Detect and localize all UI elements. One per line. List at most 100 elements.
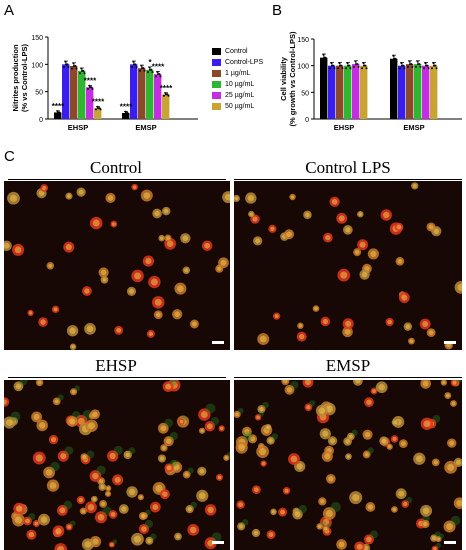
y-axis-label: (% vs Control-LPS) xyxy=(20,44,29,112)
data-point xyxy=(394,57,397,60)
cell-nucleus xyxy=(86,325,94,333)
cell-nucleus xyxy=(154,298,162,306)
cell-nucleus xyxy=(159,456,165,461)
cell-green xyxy=(128,447,136,455)
data-point xyxy=(432,62,435,65)
cell-nucleus xyxy=(372,389,376,393)
cell-nucleus xyxy=(40,319,46,325)
bar xyxy=(130,64,138,119)
data-point xyxy=(418,63,421,66)
cell-nucleus xyxy=(148,331,154,337)
cell-nucleus xyxy=(457,283,462,291)
data-point xyxy=(408,60,411,63)
cell-green xyxy=(74,385,81,392)
legend-label: 25 µg/mL xyxy=(225,92,255,99)
data-point xyxy=(74,64,77,67)
data-point xyxy=(348,64,351,67)
cell-nucleus xyxy=(191,321,197,327)
data-point xyxy=(324,56,327,59)
cell-green xyxy=(86,450,95,459)
data-point xyxy=(331,64,333,67)
cell-nucleus xyxy=(338,541,345,548)
cell-nucleus xyxy=(92,219,100,227)
data-point xyxy=(147,71,149,74)
data-point xyxy=(71,67,73,70)
cell-nucleus xyxy=(247,194,254,202)
cell-nucleus xyxy=(266,425,271,430)
data-point xyxy=(417,63,419,66)
cell-green xyxy=(112,539,118,545)
data-point xyxy=(91,87,94,90)
cell-nucleus xyxy=(100,501,106,506)
bar xyxy=(62,64,70,119)
data-point xyxy=(410,63,413,66)
cell-nucleus xyxy=(392,436,397,441)
cell-green xyxy=(113,445,123,455)
cell-nucleus xyxy=(398,490,405,497)
cell-green xyxy=(432,414,441,423)
data-point xyxy=(167,94,170,97)
cell-nucleus xyxy=(305,212,310,218)
cell-green xyxy=(258,411,264,417)
cell-green xyxy=(144,519,153,528)
cell-nucleus xyxy=(456,499,462,507)
cell-nucleus xyxy=(423,420,431,428)
cell-nucleus xyxy=(150,278,158,286)
legend-swatch xyxy=(212,48,221,55)
data-point xyxy=(133,63,135,66)
cell-green xyxy=(439,533,445,539)
data-point xyxy=(156,71,159,74)
cell-nucleus xyxy=(111,222,116,226)
cell-nucleus xyxy=(381,438,387,444)
cell-nucleus xyxy=(422,507,430,515)
cell-green xyxy=(187,467,194,474)
data-point xyxy=(132,60,135,63)
cell-nucleus xyxy=(128,288,135,294)
cell-nucleus xyxy=(298,323,303,328)
cell-nucleus xyxy=(39,422,46,429)
data-point xyxy=(63,65,65,68)
cell-nucleus xyxy=(165,383,172,390)
legend-label: Control xyxy=(225,48,248,55)
cell-nucleus xyxy=(53,307,58,312)
cell-nucleus xyxy=(147,538,152,543)
data-point xyxy=(134,63,137,66)
cell-nucleus xyxy=(152,504,159,511)
data-point xyxy=(435,67,438,70)
scale-bar xyxy=(212,541,224,544)
significance-label: **** xyxy=(160,84,173,93)
cell-nucleus xyxy=(200,411,208,418)
data-point xyxy=(322,53,325,56)
cell-green xyxy=(150,533,157,540)
cell-nucleus xyxy=(322,430,329,437)
cell-green xyxy=(205,403,216,414)
data-point xyxy=(407,65,409,68)
bar xyxy=(86,87,94,119)
chart-cell-viability: 0 50 100 150 Cell viability (% growth vs Cont… xyxy=(279,31,462,132)
cell-nucleus xyxy=(106,492,110,496)
cell-nucleus xyxy=(121,506,127,512)
cell-nucleus xyxy=(184,472,189,477)
cell-nucleus xyxy=(159,236,164,240)
cell-green xyxy=(226,452,230,458)
cell-nucleus xyxy=(45,469,53,476)
data-point xyxy=(345,67,347,70)
legend-item: 25 µg/mL xyxy=(212,90,272,101)
cell-nucleus xyxy=(431,536,436,541)
data-point xyxy=(97,107,99,110)
cell-nucleus xyxy=(378,384,385,391)
y-tick-label: 100 xyxy=(297,64,309,71)
data-point xyxy=(88,84,91,87)
cell-nucleus xyxy=(98,479,104,484)
cell-nucleus xyxy=(69,327,76,334)
data-point xyxy=(365,67,368,70)
bar xyxy=(320,57,328,119)
cell-nucleus xyxy=(92,411,98,418)
cell-nucleus xyxy=(78,497,84,503)
panel-label-a: A xyxy=(4,2,15,19)
cell-nucleus xyxy=(6,419,13,426)
cell-nucleus xyxy=(71,389,76,394)
cell-nucleus xyxy=(320,499,325,504)
cell-nucleus xyxy=(88,422,96,430)
cell-nucleus xyxy=(412,183,417,188)
